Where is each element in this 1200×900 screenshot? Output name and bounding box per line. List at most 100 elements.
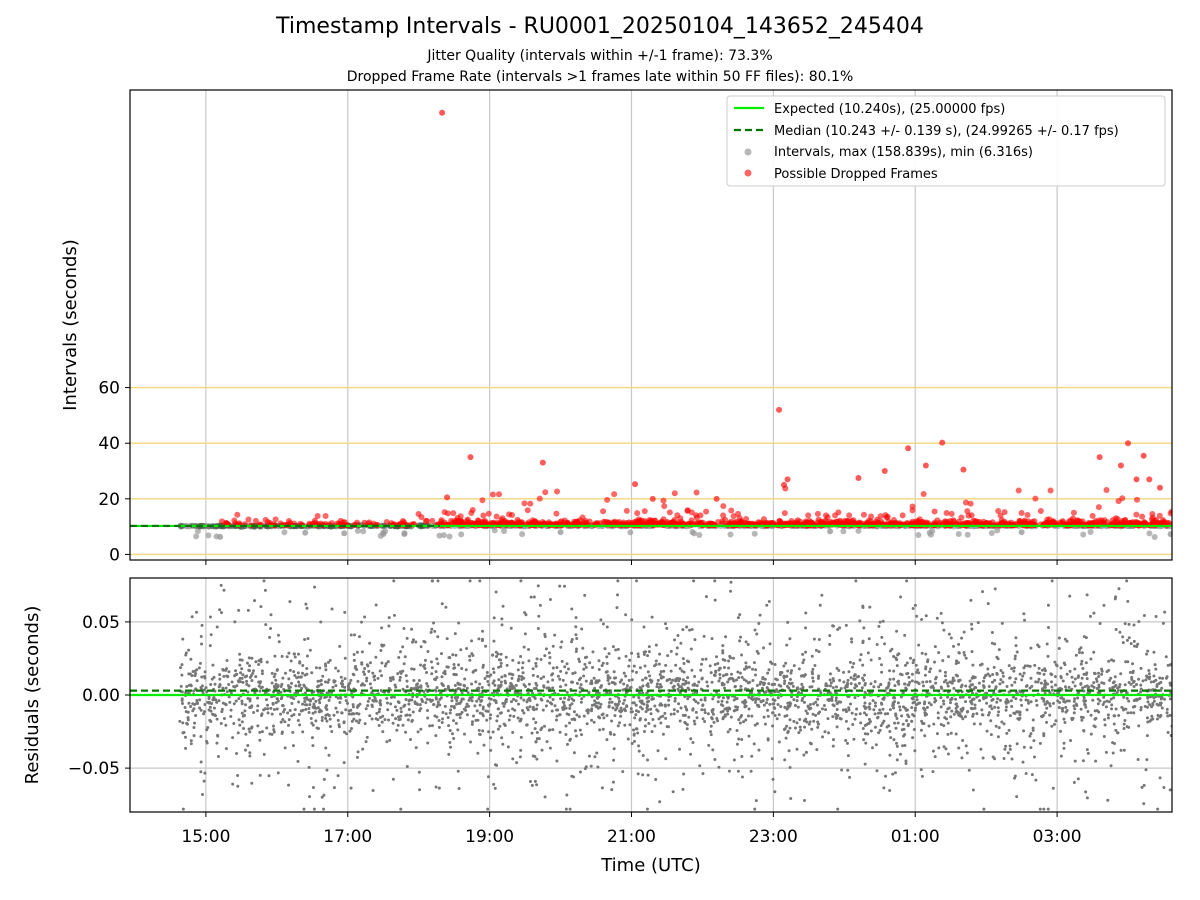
residual-point xyxy=(828,684,832,688)
residual-point xyxy=(743,699,747,703)
residual-point xyxy=(460,666,464,670)
residual-point xyxy=(1084,699,1088,703)
residual-point xyxy=(1045,642,1049,646)
residual-point xyxy=(768,702,772,706)
residual-point xyxy=(1006,751,1010,755)
residual-point xyxy=(937,746,941,750)
residual-point xyxy=(935,616,939,620)
dropped-frame-point xyxy=(781,510,788,517)
residual-point xyxy=(782,682,786,686)
residual-point xyxy=(510,676,514,680)
residual-point xyxy=(1025,708,1029,712)
intervals-plot-frame xyxy=(129,89,1173,561)
residual-point xyxy=(465,702,469,706)
residual-point xyxy=(532,708,536,712)
residual-point xyxy=(664,663,668,667)
residual-point xyxy=(574,633,578,637)
residual-point xyxy=(1134,682,1138,686)
residual-point xyxy=(401,669,405,673)
residual-point xyxy=(505,663,509,667)
residual-point xyxy=(800,682,804,686)
residual-point xyxy=(945,681,949,685)
residual-point xyxy=(808,720,812,724)
residual-point xyxy=(244,732,248,736)
residual-point xyxy=(914,663,918,667)
residual-point xyxy=(311,697,315,701)
residual-point xyxy=(436,579,440,583)
residual-point xyxy=(1065,699,1069,703)
residual-point xyxy=(580,697,584,701)
residual-point xyxy=(211,698,215,702)
residual-point xyxy=(522,645,526,649)
residual-point xyxy=(532,595,536,599)
residual-point xyxy=(986,667,990,671)
residual-point xyxy=(365,735,369,739)
residual-point xyxy=(256,704,260,708)
residual-point xyxy=(610,719,614,723)
residual-point xyxy=(417,770,421,774)
residual-point xyxy=(600,684,604,688)
residual-point xyxy=(514,683,518,687)
interval-point xyxy=(751,530,758,537)
residual-point xyxy=(426,716,430,720)
residual-point xyxy=(302,684,306,688)
residual-point xyxy=(910,672,914,676)
residual-point xyxy=(486,679,490,683)
residual-point xyxy=(453,696,457,700)
residual-point xyxy=(996,657,1000,661)
residual-point xyxy=(325,719,329,723)
residual-point xyxy=(343,656,347,660)
residual-point xyxy=(908,680,912,684)
residual-point xyxy=(746,642,750,646)
residual-point xyxy=(879,724,883,728)
residual-point xyxy=(503,674,507,678)
residual-point xyxy=(281,704,285,708)
residual-point xyxy=(233,620,237,624)
residual-point xyxy=(495,691,499,695)
residual-point xyxy=(437,718,441,722)
residual-point xyxy=(334,684,338,688)
residual-point xyxy=(208,644,212,648)
residual-point xyxy=(627,664,631,668)
residual-point xyxy=(281,676,285,680)
residual-point xyxy=(481,714,485,718)
residual-point xyxy=(548,746,552,750)
residual-point xyxy=(971,697,975,701)
residual-point xyxy=(481,705,485,709)
residual-point xyxy=(1159,714,1163,718)
residual-point xyxy=(706,712,710,716)
residual-point xyxy=(462,732,466,736)
residual-point xyxy=(932,722,936,726)
residual-point xyxy=(274,701,278,705)
residual-point xyxy=(276,771,280,775)
residual-point xyxy=(199,760,203,764)
dropped-frame-outlier xyxy=(1125,440,1132,447)
residual-point xyxy=(1080,676,1084,680)
residual-point xyxy=(1130,675,1134,679)
residual-point xyxy=(750,714,754,718)
residual-point xyxy=(729,672,733,676)
residual-point xyxy=(572,751,576,755)
residual-point xyxy=(954,697,958,701)
residual-point xyxy=(1024,772,1028,776)
residual-point xyxy=(460,697,464,701)
residual-point xyxy=(597,691,601,695)
residual-point xyxy=(1114,707,1118,711)
dropped-frame-point xyxy=(671,490,678,497)
residual-point xyxy=(686,686,690,690)
residual-point xyxy=(747,734,751,738)
residual-point xyxy=(1071,680,1075,684)
residual-point xyxy=(1123,718,1127,722)
residual-point xyxy=(453,632,457,636)
residual-point xyxy=(496,714,500,718)
residual-point xyxy=(522,711,526,715)
residual-point xyxy=(200,642,204,646)
residual-point xyxy=(542,675,546,679)
residual-point xyxy=(258,773,262,777)
residual-point xyxy=(969,700,973,704)
residual-point xyxy=(304,686,308,690)
residual-point xyxy=(713,758,717,762)
residual-point xyxy=(739,635,743,639)
residual-point xyxy=(617,696,621,700)
residual-point xyxy=(265,726,269,730)
